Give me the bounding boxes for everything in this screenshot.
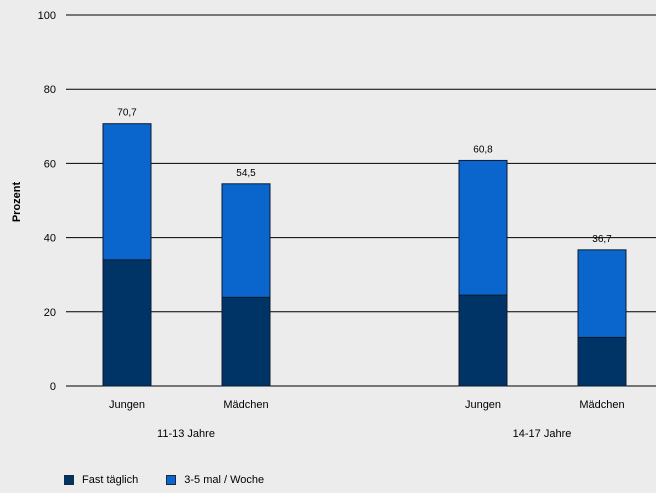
bar-segment-fast-taeglich (577, 336, 627, 387)
bar-segment-3-5-mal (221, 183, 271, 298)
bar-segment-3-5-mal (577, 249, 627, 338)
y-tick-label: 100 (38, 10, 56, 22)
legend-label-3-5-mal: 3-5 mal / Woche (184, 474, 265, 486)
category-label: Mädchen (223, 399, 268, 411)
gridlines (66, 14, 656, 387)
legend-item-fast-taeglich: Fast täglich (64, 474, 138, 486)
legend-label-fast-taeglich: Fast täglich (82, 474, 139, 486)
legend-item-3-5-mal: 3-5 mal / Woche (166, 474, 264, 486)
legend: Fast täglich 3-5 mal / Woche (64, 474, 292, 486)
category-label: Mädchen (579, 399, 624, 411)
legend-swatch-3-5-mal (166, 475, 177, 485)
total-value-label: 60,8 (473, 144, 493, 155)
category-label: Jungen (109, 399, 145, 411)
y-tick-label: 0 (50, 381, 56, 393)
bar-segment-3-5-mal (102, 123, 152, 261)
total-value-label: 70,7 (117, 108, 137, 119)
y-axis-label: Prozent (11, 181, 23, 222)
group-labels: 11-13 Jahre 14-17 Jahre (157, 428, 571, 440)
y-tick-label: 80 (44, 84, 56, 96)
bar-segment-fast-taeglich (221, 296, 271, 387)
y-tick-label: 20 (44, 307, 56, 319)
category-labels: Jungen Mädchen Jungen Mädchen (109, 399, 625, 411)
group-label: 14-17 Jahre (513, 428, 572, 440)
y-axis-ticks: 0 20 40 60 80 100 (38, 10, 56, 393)
category-label: Jungen (465, 399, 501, 411)
total-value-label: 36,7 (592, 234, 612, 245)
bar-segment-fast-taeglich (102, 259, 152, 387)
y-tick-label: 60 (44, 158, 56, 170)
value-labels: 70,7 54,5 60,8 36,7 (117, 108, 612, 245)
legend-swatch-fast-taeglich (64, 475, 74, 485)
bar-segment-fast-taeglich (458, 294, 508, 387)
group-label: 11-13 Jahre (157, 428, 215, 440)
total-value-label: 54,5 (236, 168, 256, 179)
y-tick-label: 40 (44, 233, 56, 245)
bar-segment-3-5-mal (458, 159, 508, 296)
bars (102, 123, 627, 387)
